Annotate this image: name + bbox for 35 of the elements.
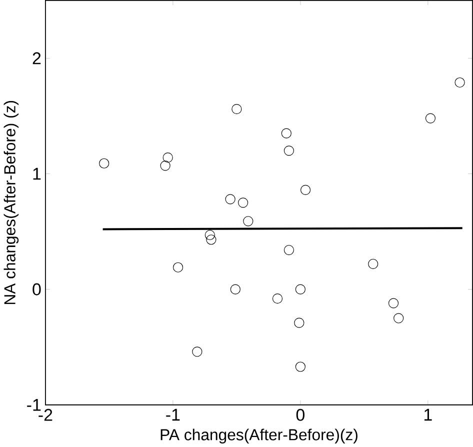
point <box>284 244 294 255</box>
point <box>388 298 399 308</box>
point <box>230 284 240 294</box>
x-tick-label: -2 <box>38 408 52 421</box>
point <box>206 234 216 245</box>
point <box>238 197 248 208</box>
y-tick-label: 2 <box>32 52 41 64</box>
x-axis-title: PA changes(After-Before)(z) <box>160 428 358 444</box>
y-axis-title: NA changes(After-Before) (z) <box>4 100 19 304</box>
point <box>243 216 254 226</box>
point <box>294 318 304 328</box>
y-tick-label: 0 <box>32 283 41 296</box>
point <box>272 293 283 304</box>
point <box>162 152 173 163</box>
y-tick-label: -1 <box>27 398 41 411</box>
point <box>225 194 236 204</box>
point <box>99 158 110 168</box>
point <box>454 77 465 88</box>
point <box>300 184 311 195</box>
x-tick-label: 1 <box>424 408 432 420</box>
point <box>204 230 215 240</box>
point <box>281 128 292 138</box>
y-tick-label: 1 <box>33 168 41 180</box>
x-tick-label: 0 <box>296 408 304 421</box>
point <box>394 313 404 324</box>
point <box>425 113 436 124</box>
point <box>295 284 306 294</box>
point <box>160 160 170 171</box>
x-tick-label: -1 <box>166 408 180 420</box>
point <box>173 262 184 272</box>
point <box>295 362 306 372</box>
point <box>284 145 294 156</box>
point <box>192 346 202 357</box>
point <box>232 104 242 114</box>
point <box>368 258 378 269</box>
